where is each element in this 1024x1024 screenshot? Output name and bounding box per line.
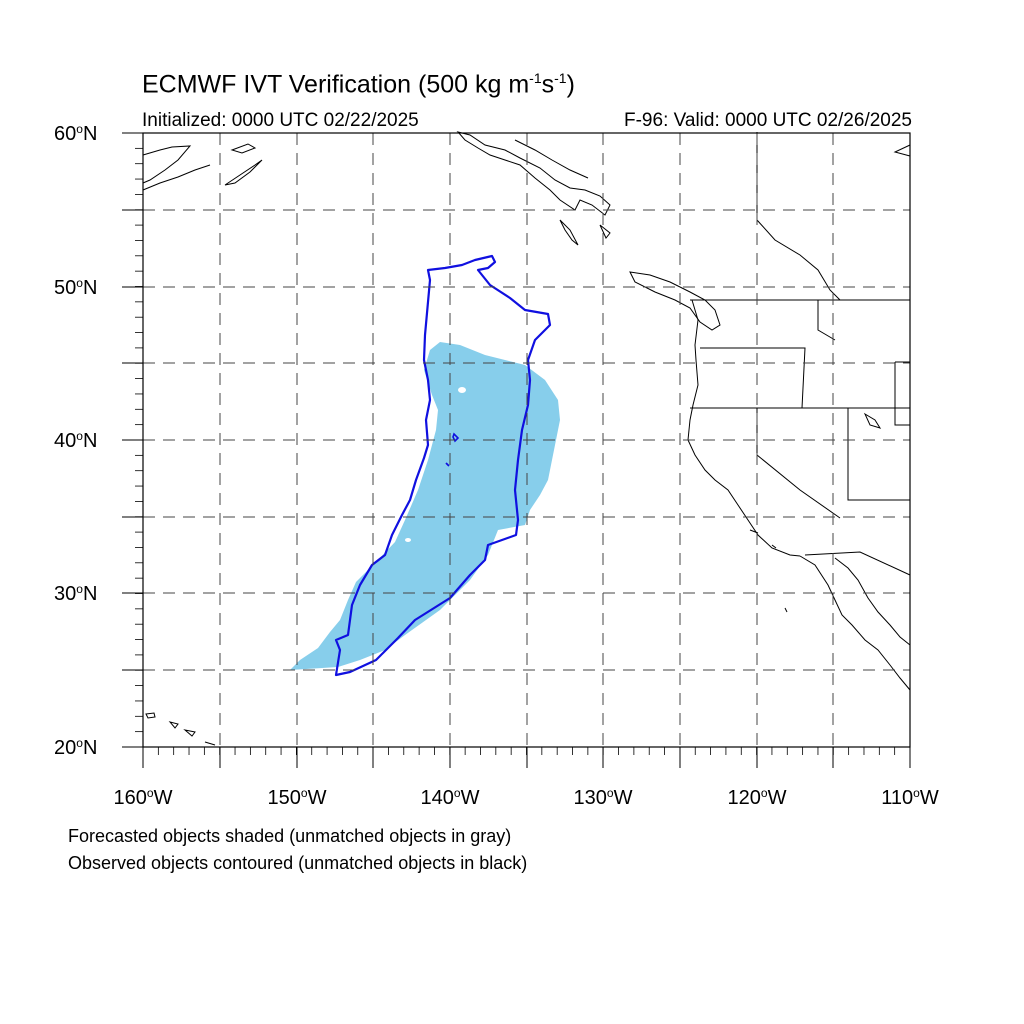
valid-label: F-96: Valid: 0000 UTC 02/26/2025 xyxy=(624,110,912,131)
graticule xyxy=(143,133,910,747)
lon-label-130: 130oW xyxy=(573,786,633,809)
lon-label-110: 110oW xyxy=(881,786,939,809)
lon-label-150: 150oW xyxy=(267,786,327,809)
initialized-label: Initialized: 0000 UTC 02/22/2025 xyxy=(142,110,419,131)
lat-label-50: 50oN xyxy=(54,276,98,299)
lon-label-160: 160oW xyxy=(113,786,173,809)
coastlines xyxy=(142,131,911,746)
lat-label-60: 60oN xyxy=(54,122,98,145)
lat-label-20: 20oN xyxy=(54,736,98,759)
forecast-ivt-object xyxy=(290,342,560,670)
lat-label-40: 40oN xyxy=(54,429,98,452)
lon-label-140: 140oW xyxy=(420,786,480,809)
legend-observed-note: Observed objects contoured (unmatched ob… xyxy=(68,853,528,873)
chart-title: ECMWF IVT Verification (500 kg m-1s-1) xyxy=(142,70,575,99)
observed-ivt-contour xyxy=(334,254,552,677)
lat-label-30: 30oN xyxy=(54,582,98,605)
legend-forecast-note: Forecasted objects shaded (unmatched obj… xyxy=(68,826,512,846)
lon-label-120: 120oW xyxy=(727,786,787,809)
